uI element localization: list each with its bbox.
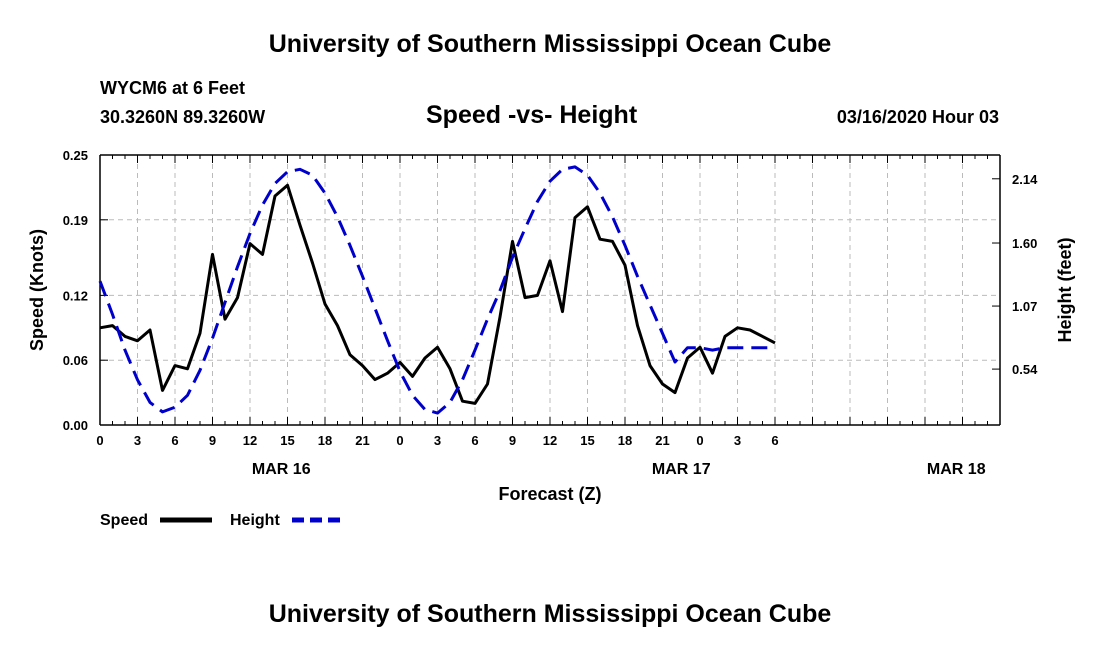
y-tick-label: 0.00: [63, 418, 88, 433]
forecast-timestamp: 03/16/2020 Hour 03: [836, 107, 999, 127]
series-line-speed: [99, 183, 776, 405]
x-tick-label: 0: [396, 433, 403, 448]
x-tick-label: 0: [96, 433, 103, 448]
x-tick-label: 12: [543, 433, 557, 448]
date-label: MAR 18: [927, 461, 986, 478]
y-tick-label: 0.12: [63, 288, 88, 303]
x-axis-title: Forecast (Z): [498, 484, 601, 504]
x-tick-label: 15: [580, 433, 594, 448]
x-tick-label: 9: [509, 433, 516, 448]
x-tick-label: 21: [355, 433, 369, 448]
x-tick-label: 6: [771, 433, 778, 448]
legend: Speed Height: [100, 512, 342, 529]
footer-title: University of Southern Mississippi Ocean…: [268, 600, 832, 628]
y-axis-title: Speed (Knots): [27, 229, 47, 351]
x-tick-label: 3: [734, 433, 741, 448]
coordinates-label: 30.3260N 89.3260W: [100, 107, 266, 127]
x-tick-label: 3: [434, 433, 441, 448]
station-label: WYCM6 at 6 Feet: [100, 78, 246, 98]
series-line-height: [98, 165, 775, 415]
y2-tick-label: 2.14: [1012, 172, 1038, 187]
x-tick-label: 6: [471, 433, 478, 448]
grid: [100, 155, 1000, 425]
legend-label-height: Height: [230, 512, 280, 529]
legend-label-speed: Speed: [100, 512, 148, 529]
y2-tick-label: 1.60: [1012, 236, 1037, 251]
x-tick-label: 18: [618, 433, 632, 448]
x-tick-label: 15: [280, 433, 294, 448]
y-tick-label: 0.06: [63, 353, 88, 368]
date-label: MAR 16: [252, 461, 311, 478]
y-tick-label: 0.25: [63, 148, 88, 163]
chart-title: Speed -vs- Height: [426, 101, 638, 129]
y2-axis-title: Height (feet): [1055, 238, 1075, 343]
x-tick-label: 6: [171, 433, 178, 448]
x-tick-label: 0: [696, 433, 703, 448]
axis-labels: 0 3 6 9 12 15 18 21 0 3 6 9 12 15 18 21 0 3 6 MAR 16 MAR 17 M…: [27, 148, 1075, 504]
x-tick-label: 3: [134, 433, 141, 448]
x-tick-label: 12: [243, 433, 257, 448]
y2-tick-label: 1.07: [1012, 299, 1037, 314]
page-title: University of Southern Mississippi Ocean…: [268, 30, 832, 58]
x-tick-label: 9: [209, 433, 216, 448]
series: [98, 165, 776, 415]
axes: [99, 154, 1001, 426]
x-tick-label: 18: [318, 433, 332, 448]
x-tick-label: 21: [655, 433, 669, 448]
y2-tick-label: 0.54: [1012, 362, 1038, 377]
date-label: MAR 17: [652, 461, 711, 478]
y-tick-label: 0.19: [63, 213, 88, 228]
